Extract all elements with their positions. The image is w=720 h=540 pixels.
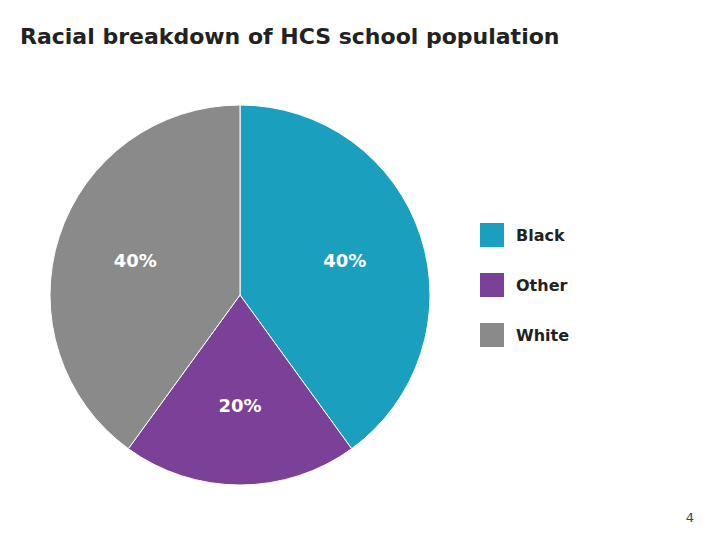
annotation: 4 [686, 510, 694, 525]
legend-label: Black [516, 226, 565, 245]
legend-swatch [480, 273, 504, 297]
legend-label: White [516, 326, 569, 345]
slice [50, 105, 240, 449]
chart: Racial breakdown of HCS school populatio… [0, 0, 720, 540]
pie [50, 105, 430, 485]
data-label: 40% [323, 250, 366, 271]
legend-item: Black [480, 223, 565, 247]
legend-swatch [480, 323, 504, 347]
legend-item: Other [480, 273, 567, 297]
legend-item: White [480, 323, 569, 347]
data-labels: 40% 20% 40% [114, 250, 367, 415]
title: Racial breakdown of HCS school populatio… [20, 24, 559, 49]
data-label: 40% [114, 250, 157, 271]
data-label: 20% [218, 395, 261, 416]
legend: Black Other White [480, 223, 569, 347]
legend-label: Other [516, 276, 567, 295]
legend-swatch [480, 223, 504, 247]
